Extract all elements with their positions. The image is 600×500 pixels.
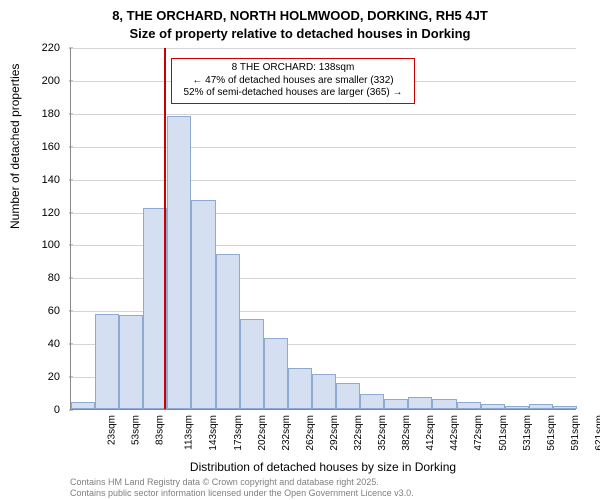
y-tick-label: 0: [0, 404, 60, 416]
histogram-bar: [95, 314, 119, 409]
chart-container: 8, THE ORCHARD, NORTH HOLMWOOD, DORKING,…: [0, 0, 600, 500]
histogram-bar: [360, 394, 384, 409]
y-tick-label: 120: [0, 207, 60, 219]
x-tick-label: 83sqm: [155, 415, 166, 445]
x-tick-label: 352sqm: [377, 415, 388, 451]
annotation-line-2: ← 47% of detached houses are smaller (33…: [178, 75, 408, 88]
y-tick-label: 180: [0, 108, 60, 120]
x-tick-label: 382sqm: [401, 415, 412, 451]
y-tick-label: 80: [0, 272, 60, 284]
footer-line-1: Contains HM Land Registry data © Crown c…: [70, 477, 414, 487]
x-tick-label: 232sqm: [281, 415, 292, 451]
histogram-bar: [216, 254, 240, 409]
histogram-bar: [312, 374, 336, 409]
title-line-2: Size of property relative to detached ho…: [0, 26, 600, 41]
histogram-bar: [384, 399, 408, 409]
gridline: [71, 114, 576, 115]
histogram-bar: [71, 402, 95, 409]
histogram-bar: [481, 404, 505, 409]
x-tick-label: 591sqm: [570, 415, 581, 451]
property-marker-line: [164, 48, 166, 409]
histogram-bar: [457, 402, 481, 409]
histogram-bar: [336, 383, 360, 409]
x-tick-label: 442sqm: [449, 415, 460, 451]
y-tick-label: 140: [0, 174, 60, 186]
y-tick-label: 40: [0, 338, 60, 350]
x-tick-label: 501sqm: [498, 415, 509, 451]
y-tick-label: 60: [0, 305, 60, 317]
annotation-line-3: 52% of semi-detached houses are larger (…: [178, 87, 408, 100]
footer-attribution: Contains HM Land Registry data © Crown c…: [70, 477, 414, 498]
y-tick-label: 100: [0, 239, 60, 251]
annotation-line-1: 8 THE ORCHARD: 138sqm: [178, 62, 408, 75]
x-tick-label: 113sqm: [184, 415, 195, 450]
x-tick-label: 621sqm: [594, 415, 600, 451]
x-tick-label: 322sqm: [353, 415, 364, 451]
histogram-bar: [529, 404, 553, 409]
histogram-bar: [264, 338, 288, 409]
histogram-bar: [408, 397, 432, 409]
histogram-bar: [432, 399, 456, 409]
plot-area: 8 THE ORCHARD: 138sqm ← 47% of detached …: [70, 48, 576, 410]
x-tick-label: 292sqm: [329, 415, 340, 451]
y-tick-label: 220: [0, 42, 60, 54]
footer-line-2: Contains public sector information licen…: [70, 488, 414, 498]
gridline: [71, 180, 576, 181]
x-tick-label: 143sqm: [209, 415, 220, 451]
annotation-box: 8 THE ORCHARD: 138sqm ← 47% of detached …: [171, 58, 415, 104]
histogram-bar: [288, 368, 312, 409]
histogram-bar: [240, 319, 264, 410]
x-tick-label: 561sqm: [546, 415, 557, 451]
y-tick-label: 20: [0, 371, 60, 383]
histogram-bar: [191, 200, 215, 409]
title-line-1: 8, THE ORCHARD, NORTH HOLMWOOD, DORKING,…: [0, 8, 600, 23]
histogram-bar: [167, 116, 191, 409]
gridline: [71, 48, 576, 49]
x-tick-label: 23sqm: [107, 415, 118, 445]
histogram-bar: [119, 315, 143, 409]
x-tick-label: 202sqm: [257, 415, 268, 451]
x-tick-label: 531sqm: [522, 415, 533, 451]
x-tick-label: 472sqm: [474, 415, 485, 451]
x-tick-label: 53sqm: [131, 415, 142, 445]
histogram-bar: [553, 406, 577, 409]
x-tick-label: 412sqm: [425, 415, 436, 451]
x-axis-label: Distribution of detached houses by size …: [70, 460, 576, 474]
gridline: [71, 147, 576, 148]
x-tick-label: 262sqm: [305, 415, 316, 451]
x-tick-label: 173sqm: [233, 415, 244, 451]
histogram-bar: [505, 406, 529, 409]
y-tick-label: 200: [0, 75, 60, 87]
y-tick-label: 160: [0, 141, 60, 153]
